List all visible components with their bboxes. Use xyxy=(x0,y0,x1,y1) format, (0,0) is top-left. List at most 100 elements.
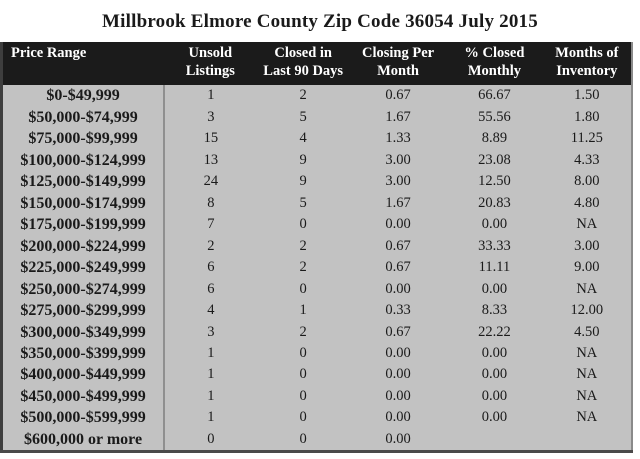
price-range-cell: $450,000-$499,999 xyxy=(1,385,166,408)
price-range-cell: $275,000-$299,999 xyxy=(1,300,166,322)
value-cell: 0.67 xyxy=(349,85,447,107)
price-range-cell: $75,000-$99,999 xyxy=(1,128,166,150)
value-cell: 1.50 xyxy=(542,85,632,107)
value-cell: 0.00 xyxy=(349,407,447,429)
header-row: Price Range Unsold Listings Closed in La… xyxy=(1,42,632,86)
column-header-closing-per-month: Closing Per Month xyxy=(349,42,447,86)
price-range-cell: $300,000-$349,999 xyxy=(1,321,166,343)
value-cell: 0.67 xyxy=(349,321,447,343)
value-cell: 13 xyxy=(164,149,257,172)
value-cell: 2 xyxy=(256,235,350,258)
table-row: $350,000-$399,999 1 0 0.00 0.00 NA xyxy=(1,343,632,365)
price-range-cell: $600,000 or more xyxy=(1,428,166,452)
table-row: $275,000-$299,999 4 1 0.33 8.33 12.00 xyxy=(1,300,632,322)
price-range-cell: $250,000-$274,999 xyxy=(1,278,166,301)
value-cell: 0.00 xyxy=(446,343,543,365)
value-cell: 3 xyxy=(164,106,257,129)
table-row: $450,000-$499,999 1 0 0.00 0.00 NA xyxy=(1,385,632,408)
value-cell: 0.00 xyxy=(446,364,543,386)
value-cell: 3 xyxy=(164,321,257,343)
price-range-cell: $200,000-$224,999 xyxy=(1,235,166,258)
value-cell: 5 xyxy=(256,106,350,129)
value-cell: 0.00 xyxy=(349,428,447,452)
value-cell: 0.00 xyxy=(349,214,447,236)
table-row: $200,000-$224,999 2 2 0.67 33.33 3.00 xyxy=(1,235,632,258)
table-body: $0-$49,999 1 2 0.67 66.67 1.50 $50,000-$74,999… xyxy=(1,85,632,452)
value-cell: 0.00 xyxy=(349,278,447,301)
table-row: $0-$49,999 1 2 0.67 66.67 1.50 xyxy=(1,85,632,107)
value-cell: 0.00 xyxy=(349,364,447,386)
value-cell: 4 xyxy=(256,128,350,150)
value-cell: 8.33 xyxy=(446,300,543,322)
value-cell: 1.80 xyxy=(542,106,632,129)
value-cell: 0 xyxy=(256,407,350,429)
value-cell: 66.67 xyxy=(446,85,543,107)
value-cell: 4.33 xyxy=(542,149,632,172)
value-cell: 3.00 xyxy=(542,235,632,258)
value-cell: 1 xyxy=(164,364,257,386)
value-cell: NA xyxy=(542,343,632,365)
price-range-cell: $125,000-$149,999 xyxy=(1,171,166,193)
value-cell: 3.00 xyxy=(349,171,447,193)
value-cell: 0 xyxy=(256,343,350,365)
value-cell: 1 xyxy=(164,385,257,408)
column-header-pct-closed-monthly: % Closed Monthly xyxy=(446,42,543,86)
value-cell: NA xyxy=(542,214,632,236)
price-range-cell: $50,000-$74,999 xyxy=(1,106,166,129)
value-cell: NA xyxy=(542,364,632,386)
value-cell: 0 xyxy=(164,428,257,452)
value-cell: 1 xyxy=(164,85,257,107)
value-cell: 0.00 xyxy=(446,214,543,236)
price-range-cell: $175,000-$199,999 xyxy=(1,214,166,236)
table-row: $600,000 or more 0 0 0.00 xyxy=(1,428,632,452)
table-row: $75,000-$99,999 15 4 1.33 8.89 11.25 xyxy=(1,128,632,150)
value-cell: 4.80 xyxy=(542,192,632,215)
value-cell: 1.67 xyxy=(349,106,447,129)
value-cell: 2 xyxy=(256,257,350,279)
value-cell xyxy=(542,428,632,452)
value-cell: 2 xyxy=(256,85,350,107)
value-cell: 11.11 xyxy=(446,257,543,279)
value-cell: 0.67 xyxy=(349,235,447,258)
value-cell: 15 xyxy=(164,128,257,150)
value-cell: 0 xyxy=(256,385,350,408)
value-cell: 12.50 xyxy=(446,171,543,193)
column-header-price-range: Price Range xyxy=(1,42,165,86)
value-cell: 33.33 xyxy=(446,235,543,258)
value-cell: 9 xyxy=(256,149,350,172)
value-cell: 8.00 xyxy=(542,171,632,193)
value-cell: 0 xyxy=(256,214,350,236)
table-row: $300,000-$349,999 3 2 0.67 22.22 4.50 xyxy=(1,321,632,343)
price-range-cell: $350,000-$399,999 xyxy=(1,343,166,365)
value-cell: 9.00 xyxy=(542,257,632,279)
value-cell: 55.56 xyxy=(446,106,543,129)
table-row: $250,000-$274,999 6 0 0.00 0.00 NA xyxy=(1,278,632,301)
value-cell: 4 xyxy=(164,300,257,322)
column-header-unsold-listings: Unsold Listings xyxy=(164,42,257,86)
value-cell: 3.00 xyxy=(349,149,447,172)
value-cell: 0 xyxy=(256,428,350,452)
table-row: $400,000-$449,999 1 0 0.00 0.00 NA xyxy=(1,364,632,386)
value-cell: 0.00 xyxy=(446,278,543,301)
value-cell: 1 xyxy=(164,407,257,429)
table-row: $500,000-$599,999 1 0 0.00 0.00 NA xyxy=(1,407,632,429)
value-cell: 0.67 xyxy=(349,257,447,279)
value-cell: 11.25 xyxy=(542,128,632,150)
value-cell: 5 xyxy=(256,192,350,215)
value-cell: 0.00 xyxy=(446,407,543,429)
value-cell: 23.08 xyxy=(446,149,543,172)
value-cell: 4.50 xyxy=(542,321,632,343)
page-title: Millbrook Elmore County Zip Code 36054 J… xyxy=(102,11,538,32)
value-cell: 0 xyxy=(256,278,350,301)
value-cell: 1.33 xyxy=(349,128,447,150)
value-cell: 8 xyxy=(164,192,257,215)
table-row: $100,000-$124,999 13 9 3.00 23.08 4.33 xyxy=(1,149,632,172)
value-cell: 9 xyxy=(256,171,350,193)
price-range-cell: $150,000-$174,999 xyxy=(1,192,166,215)
value-cell: 0 xyxy=(256,364,350,386)
value-cell: 6 xyxy=(164,278,257,301)
value-cell: 1 xyxy=(256,300,350,322)
price-range-cell: $500,000-$599,999 xyxy=(1,407,166,429)
value-cell: 6 xyxy=(164,257,257,279)
